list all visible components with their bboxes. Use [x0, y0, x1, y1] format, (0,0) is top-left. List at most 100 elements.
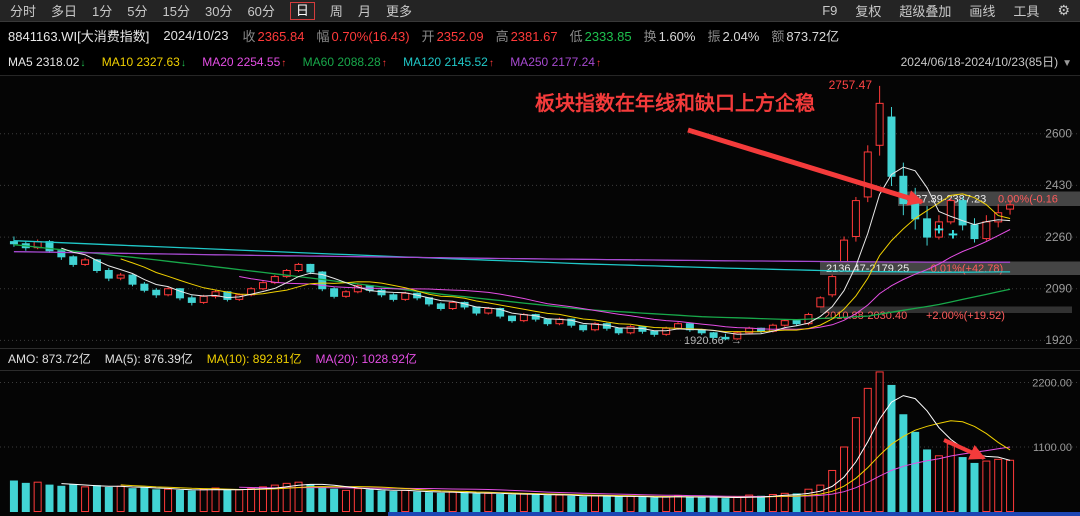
candle-body	[650, 330, 659, 335]
field-value: 0.70%(16.43)	[331, 28, 410, 44]
volume-bar	[152, 489, 161, 512]
volume-bar	[164, 488, 173, 512]
volume-bar	[235, 489, 244, 512]
period-tab-1min[interactable]: 1分	[92, 4, 113, 19]
gap-change-label: +2.00%(+19.52)	[926, 310, 1005, 322]
trade-date: 2024/10/23	[163, 27, 229, 43]
settings-gear-icon[interactable]: ⚙	[1057, 2, 1070, 18]
candle-body	[377, 289, 386, 296]
candle-body	[780, 320, 789, 326]
period-tab-week[interactable]: 周	[329, 4, 343, 19]
draw-line-button[interactable]: 画线	[969, 4, 996, 19]
period-tab-month[interactable]: 月	[357, 4, 371, 19]
candle-body	[851, 200, 860, 237]
period-toolbar: 分时 多日 1分 5分 15分 30分 60分 日 周 月 更多 F9 复权 超…	[0, 0, 1080, 22]
period-tab-30min[interactable]: 30分	[204, 4, 233, 19]
volume-bar	[140, 487, 149, 512]
peak-price-label: 2757.47	[829, 78, 873, 92]
date-range-label: 2024/06/18-2024/10/23(85日)	[900, 55, 1059, 69]
tools-button[interactable]: 工具	[1013, 4, 1040, 19]
candle-body	[662, 327, 671, 335]
candle-body	[496, 307, 505, 317]
candle-body	[626, 326, 635, 334]
period-tab-15min[interactable]: 15分	[162, 4, 190, 19]
candle-body	[934, 221, 943, 238]
field-value: 2365.84	[257, 28, 305, 44]
volume-bar	[816, 484, 825, 513]
ma-line-series	[13, 166, 1011, 335]
volume-bar	[780, 492, 789, 512]
volume-bar	[567, 495, 576, 513]
candle-body	[519, 314, 528, 322]
volume-legend: AMO: 873.72亿 MA(5): 876.39亿 MA(10): 892.…	[8, 350, 431, 367]
info-field-close: 收 2365.84	[242, 26, 304, 45]
period-tab-more[interactable]: 更多	[385, 4, 412, 19]
candle-body	[863, 151, 872, 198]
candle-body	[211, 291, 220, 297]
volume-bar	[448, 491, 457, 512]
candle-body	[674, 323, 683, 329]
gap-change-label: 0.00%(-0.16	[998, 194, 1058, 206]
candle-body	[828, 276, 837, 296]
volume-bar	[460, 492, 469, 512]
ma-line-ma20	[239, 229, 1011, 330]
volume-bar	[923, 449, 932, 513]
candle-body	[341, 291, 350, 297]
main-chart[interactable]: 2387.39-2387.23 0.00%(-0.16 2136.47-2179…	[0, 76, 1080, 516]
candle-body	[448, 301, 457, 309]
ma-legend-items: MA5 2318.02↓ MA10 2327.63↓ MA20 2254.55↑…	[8, 55, 614, 69]
volume-ma10-value: MA(10): 892.81亿	[206, 352, 302, 366]
adjust-price-button[interactable]: 复权	[855, 4, 882, 19]
candle-body	[128, 274, 137, 285]
candle-body	[81, 259, 90, 265]
price-axis-label: 1920	[1045, 333, 1072, 347]
volume-bar	[745, 494, 754, 512]
volume-bar	[472, 493, 481, 512]
field-value: 2381.67	[510, 28, 558, 44]
volume-bar	[674, 495, 683, 512]
volume-bar	[294, 481, 303, 513]
ma-legend-bar: MA5 2318.02↓ MA10 2327.63↓ MA20 2254.55↑…	[0, 48, 1080, 76]
info-field-amplitude: 振 2.04%	[707, 26, 759, 45]
toolbar-actions: F9 复权 超级叠加 画线 工具 ⚙	[804, 1, 1070, 20]
volume-axis-label: 1100.00	[1033, 442, 1072, 454]
period-tab-60min[interactable]: 60分	[247, 4, 275, 19]
volume-bar	[531, 493, 540, 512]
volume-bar	[377, 490, 386, 512]
ma-value: 2327.63	[136, 54, 180, 69]
period-tab-fenshi[interactable]: 分时	[10, 4, 37, 19]
ma60-legend: MA60 2088.28↑	[303, 55, 387, 69]
candle-body	[389, 294, 398, 300]
volume-bar	[484, 492, 493, 512]
chart-gridlines	[0, 133, 1080, 448]
f9-button[interactable]: F9	[822, 3, 838, 18]
volume-bar	[804, 488, 813, 512]
volume-bar	[638, 496, 647, 513]
ma-value: 2088.28	[337, 54, 381, 69]
volume-bar	[436, 492, 445, 512]
axis-labels: 2600 2430 2260 2090 1920 2200.00 1100.00	[1032, 127, 1072, 455]
volume-ma20-line	[239, 446, 1011, 497]
ma-line-ma250	[13, 251, 1011, 263]
period-tab-5min[interactable]: 5分	[127, 4, 148, 19]
date-range-selector[interactable]: 2024/06/18-2024/10/23(85日) ▼	[901, 53, 1072, 70]
bottom-scrollbar[interactable]	[388, 512, 1080, 516]
candle-body	[614, 327, 623, 334]
period-tab-day[interactable]: 日	[289, 1, 315, 20]
period-tab-duori[interactable]: 多日	[51, 4, 78, 19]
candle-body	[1006, 204, 1015, 210]
ma-direction-arrow: ↓	[80, 57, 86, 69]
volume-bar	[757, 495, 766, 513]
candle-body	[472, 306, 481, 314]
candle-body	[187, 297, 196, 303]
super-overlay-button[interactable]: 超级叠加	[899, 4, 952, 19]
candle-body	[152, 289, 161, 296]
volume-bar	[104, 486, 113, 512]
volume-axis-label: 2200.00	[1032, 378, 1072, 390]
symbol-name: 8841163.WI[大消费指数]	[8, 28, 150, 44]
candle-body	[709, 332, 718, 338]
candle-body	[579, 324, 588, 331]
volume-bar	[365, 489, 374, 512]
volume-bar	[911, 431, 920, 512]
candle-body	[175, 288, 184, 299]
